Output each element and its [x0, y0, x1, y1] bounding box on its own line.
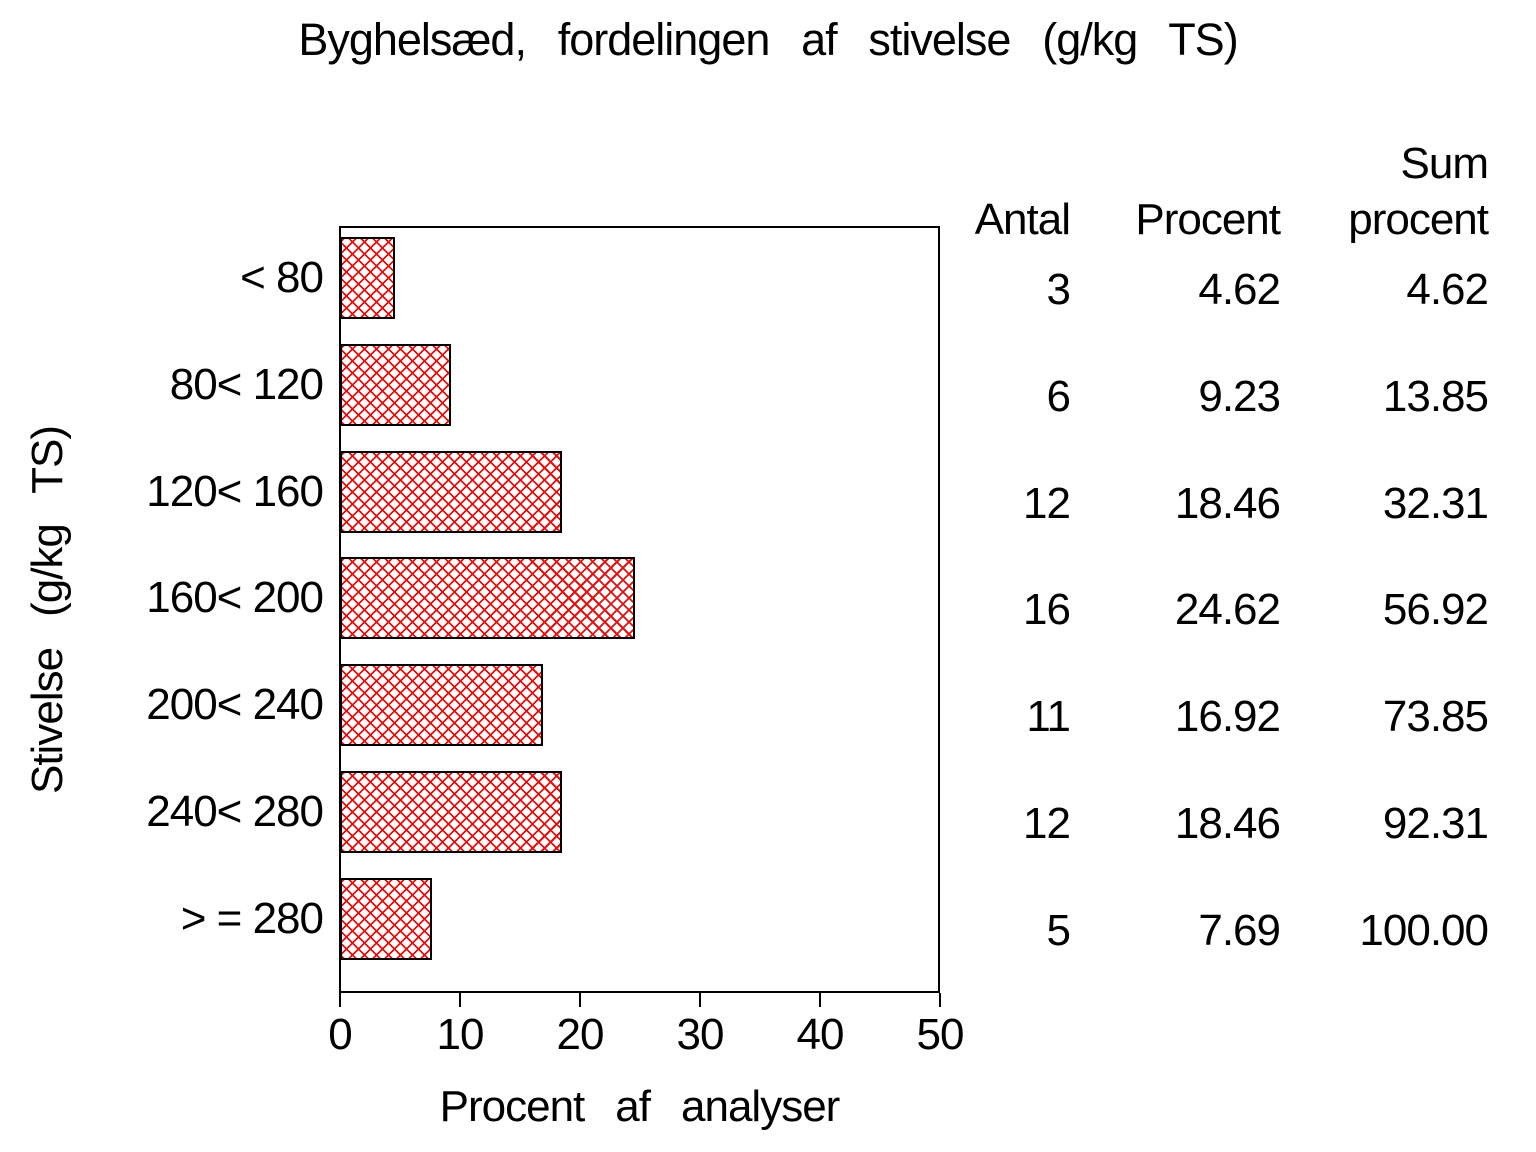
table-header-procent: Procent	[1135, 195, 1281, 244]
table-cell-sum-procent: 56.92	[1382, 585, 1489, 635]
bar	[340, 770, 562, 853]
category-label: 120< 160	[146, 466, 324, 516]
bar	[340, 877, 432, 960]
table-cell-sum-procent: 100.00	[1359, 905, 1489, 955]
table-cell-sum-procent: 73.85	[1382, 692, 1489, 741]
bar	[340, 237, 395, 319]
table-cell-procent: 18.46	[1174, 798, 1281, 848]
x-axis-tick-label: 30	[676, 1010, 725, 1059]
bar	[340, 343, 451, 426]
table-cell-antal: 5	[1046, 905, 1071, 955]
x-axis-tick	[939, 993, 941, 1007]
table-header-sum-procent: Sum procent	[1280, 136, 1489, 248]
category-label: > = 280	[180, 893, 324, 943]
table-cell-antal: 11	[1026, 692, 1071, 741]
table-cell-antal: 3	[1046, 265, 1071, 314]
x-axis-tick-label: 40	[796, 1010, 845, 1059]
x-axis-tick-label: 50	[916, 1010, 965, 1059]
category-label: < 80	[240, 253, 324, 302]
x-axis-tick	[339, 993, 341, 1007]
table-cell-procent: 24.62	[1174, 585, 1281, 635]
table-cell-sum-procent: 13.85	[1382, 371, 1489, 421]
x-axis-tick-label: 20	[556, 1010, 605, 1059]
table-cell-procent: 9.23	[1198, 371, 1281, 421]
category-label: 240< 280	[146, 786, 324, 836]
table-cell-sum-procent: 32.31	[1382, 478, 1489, 528]
table-cell-sum-procent: 92.31	[1382, 798, 1489, 848]
table-cell-procent: 4.62	[1198, 265, 1281, 314]
x-axis-tick-label: 0	[328, 1010, 352, 1059]
x-axis-tick	[459, 993, 461, 1007]
x-axis-tick	[579, 993, 581, 1007]
x-axis-tick	[819, 993, 821, 1007]
table-cell-procent: 7.69	[1198, 905, 1281, 955]
x-axis-tick-label: 10	[436, 1010, 485, 1059]
bar	[340, 450, 562, 533]
table-cell-procent: 18.46	[1174, 478, 1281, 528]
bar	[340, 557, 635, 640]
table-header-sum-line1: Sum	[1400, 139, 1489, 188]
bar	[340, 664, 543, 746]
category-label: 160< 200	[146, 573, 324, 623]
category-label: 80< 120	[169, 359, 324, 409]
x-axis-tick	[699, 993, 701, 1007]
table-header-sum-line2: procent	[1348, 195, 1489, 244]
chart-title: Byghelsæd, fordelingen af stivelse (g/kg…	[298, 14, 1238, 65]
table-cell-sum-procent: 4.62	[1406, 265, 1489, 314]
table-cell-antal: 6	[1046, 371, 1071, 421]
table-cell-procent: 16.92	[1174, 692, 1281, 741]
table-header-antal: Antal	[974, 195, 1071, 244]
table-cell-antal: 16	[1023, 585, 1071, 635]
table-cell-antal: 12	[1023, 798, 1071, 848]
x-axis-label: Procent af analyser	[439, 1082, 841, 1131]
category-label: 200< 240	[146, 680, 324, 729]
table-cell-antal: 12	[1023, 478, 1071, 528]
